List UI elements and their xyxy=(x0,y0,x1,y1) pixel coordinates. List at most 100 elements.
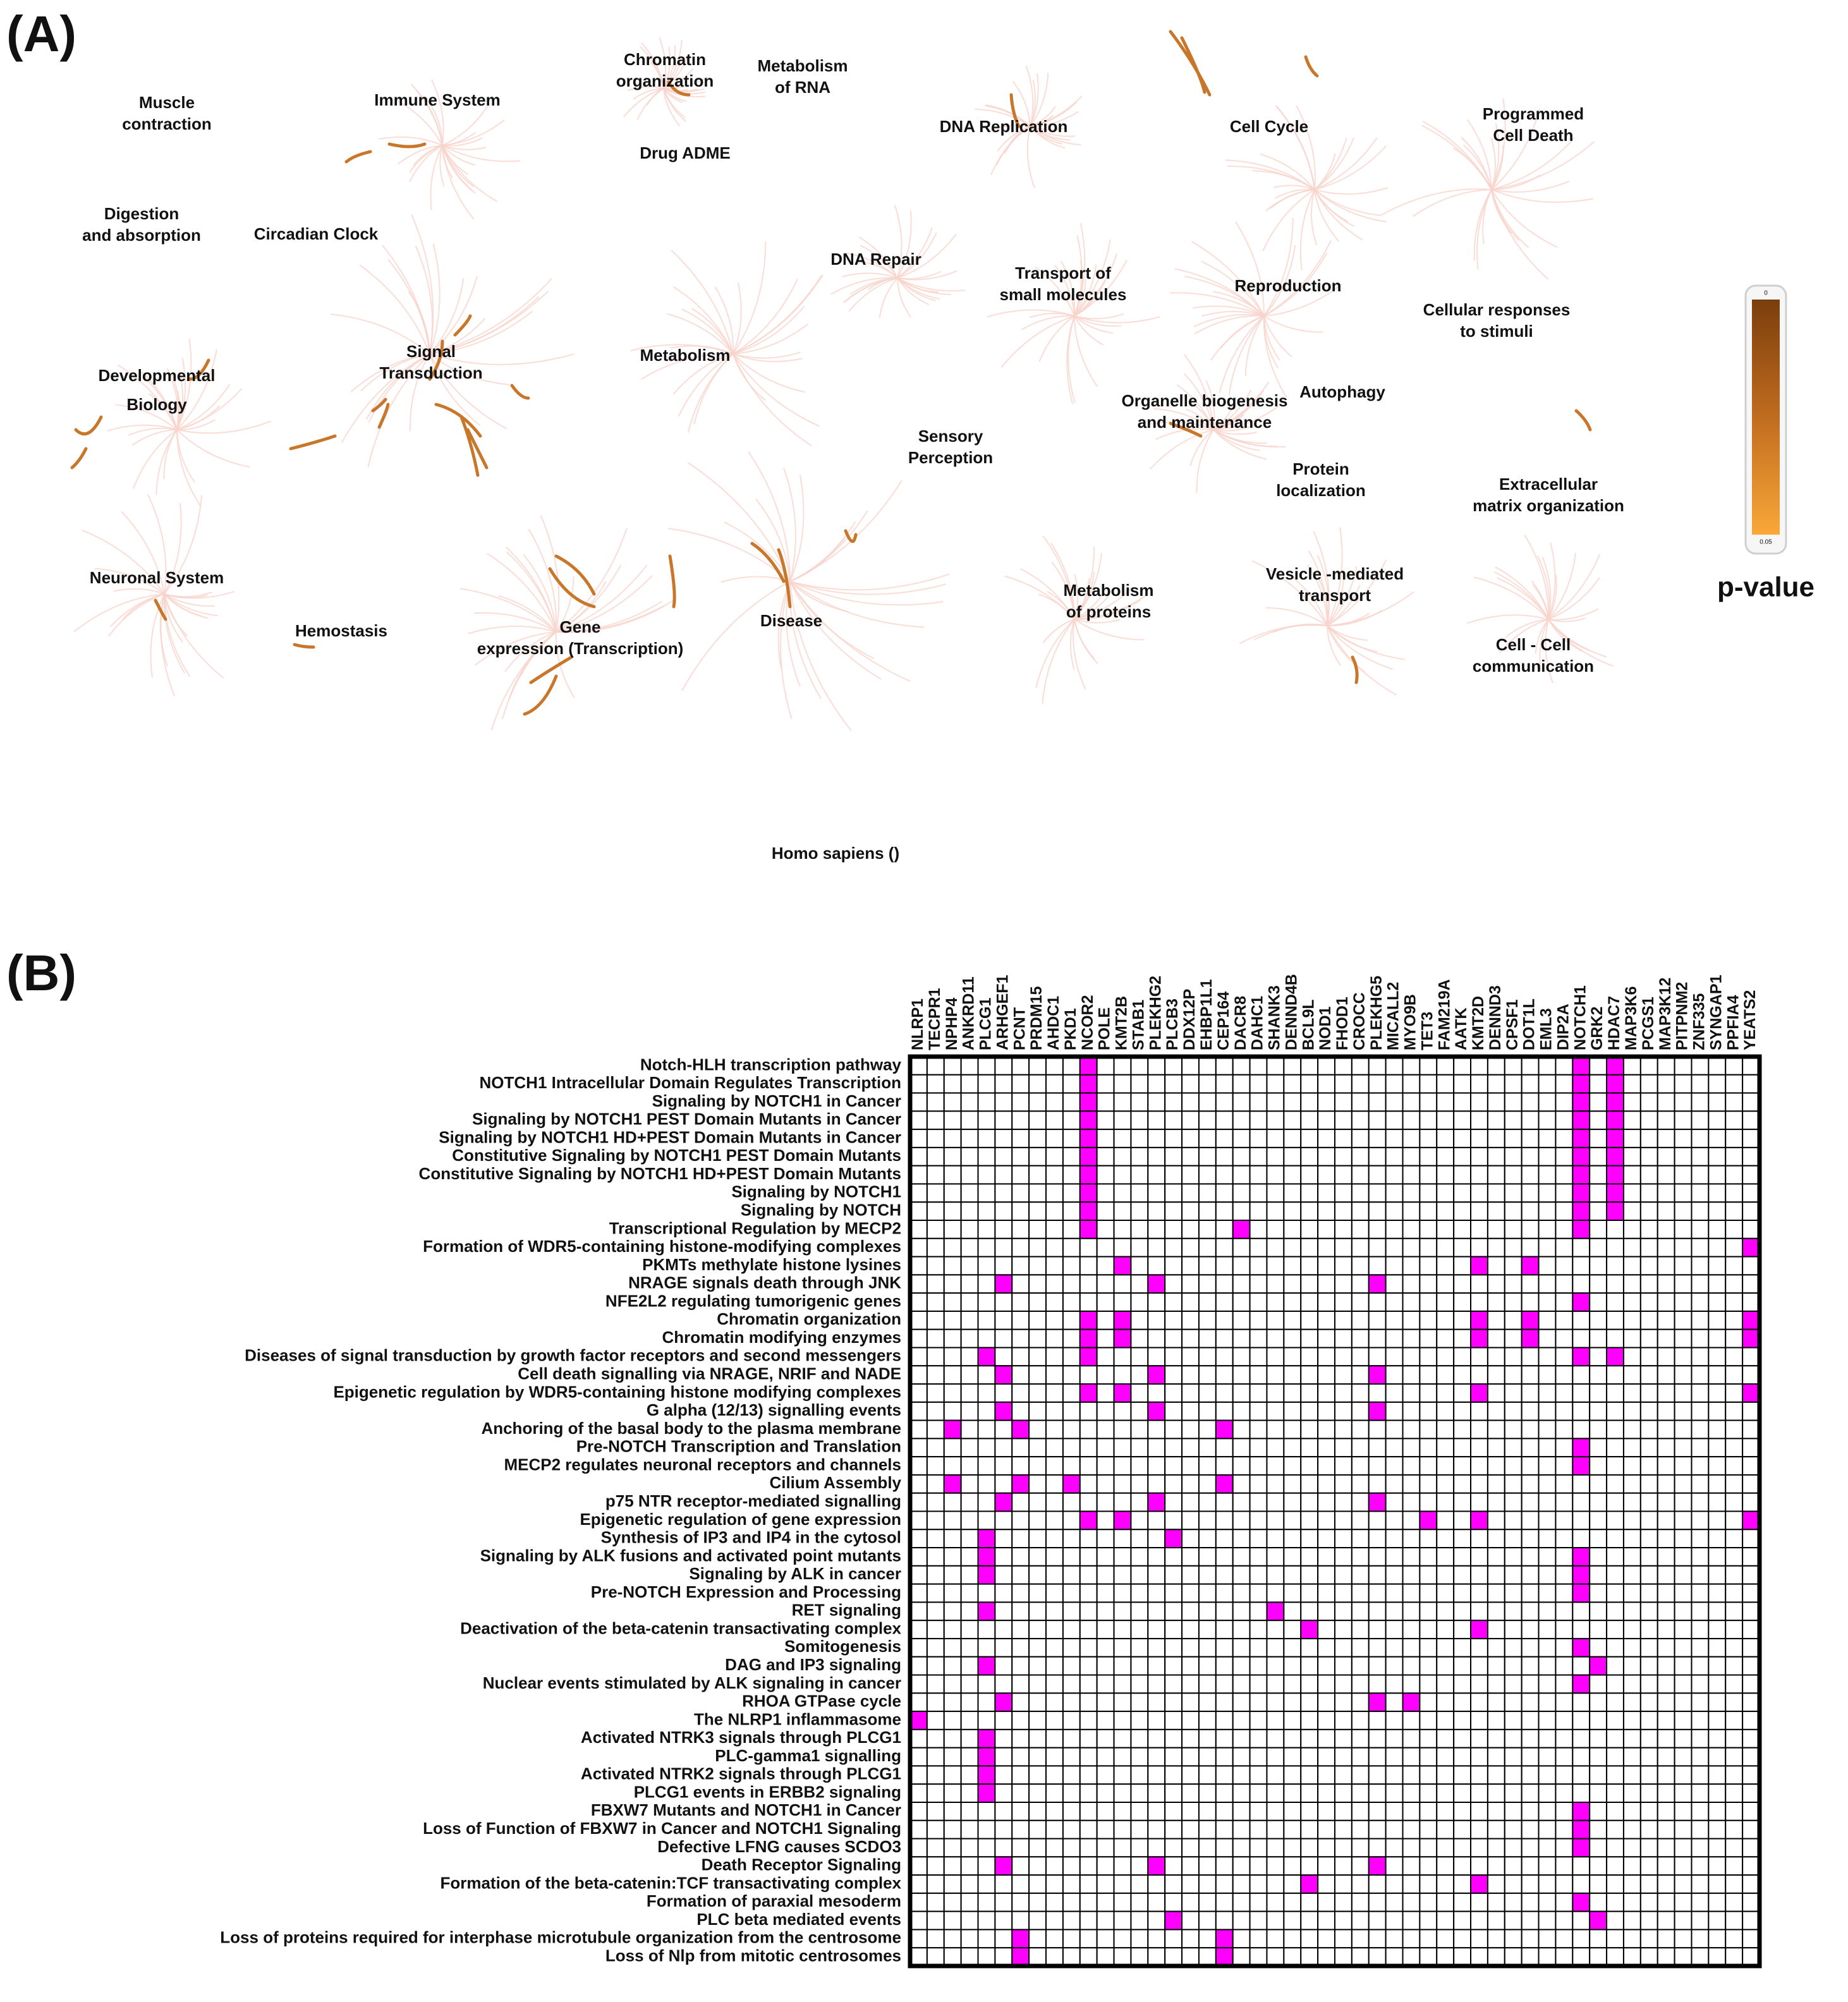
heatmap-cell xyxy=(1691,1728,1710,1749)
fan-branch xyxy=(360,353,430,392)
heatmap-cell xyxy=(1215,1529,1234,1549)
heatmap-cell xyxy=(1538,1838,1557,1858)
heatmap-cell xyxy=(1062,1547,1081,1567)
heatmap-cell xyxy=(943,1328,962,1349)
heatmap-cell xyxy=(1283,1347,1302,1367)
pathway-label: Gene xyxy=(559,617,600,636)
fan-branch xyxy=(128,427,178,436)
fan-branch xyxy=(1074,313,1124,320)
heatmap-cell xyxy=(943,1419,962,1440)
heatmap-cell xyxy=(926,1692,945,1713)
fan-branch xyxy=(1184,354,1214,430)
heatmap-cell xyxy=(1402,1129,1421,1148)
heatmap-cell xyxy=(1028,1947,1047,1967)
heatmap-cell xyxy=(909,1237,928,1258)
heatmap-cell xyxy=(960,1637,979,1658)
heatmap-cell xyxy=(1266,1383,1285,1403)
heatmap-cell xyxy=(1486,1129,1505,1148)
fan-branch xyxy=(1074,315,1121,327)
heatmap-cell xyxy=(1215,1492,1234,1512)
heatmap-cell xyxy=(1079,1110,1098,1131)
fan-branch xyxy=(1490,138,1496,190)
heatmap-cell xyxy=(1589,1146,1608,1167)
heatmap-cell xyxy=(1147,1747,1166,1767)
heatmap-cell xyxy=(1096,1674,1115,1694)
heatmap-cell xyxy=(1402,1929,1421,1949)
heatmap-cell xyxy=(1504,1328,1523,1349)
heatmap-cell xyxy=(1691,1547,1710,1567)
heatmap-cell xyxy=(1317,1565,1336,1585)
heatmap-cell xyxy=(909,1274,928,1294)
heatmap-cell xyxy=(977,1583,996,1603)
heatmap-cell xyxy=(1521,1856,1540,1876)
heatmap-cell xyxy=(1300,1838,1319,1858)
heatmap-cell xyxy=(1486,1237,1505,1258)
heatmap-cell xyxy=(994,1529,1013,1549)
heatmap-cell xyxy=(1504,1438,1523,1458)
heatmap-cell xyxy=(1300,1401,1319,1421)
heatmap-cell xyxy=(1215,1910,1234,1931)
heatmap-cell xyxy=(1249,1328,1268,1349)
heatmap-cell xyxy=(1028,1220,1047,1239)
heatmap-cell xyxy=(1504,1056,1523,1076)
heatmap-cell xyxy=(1113,1492,1132,1512)
heatmap-cell xyxy=(1368,1929,1387,1949)
heatmap-cell xyxy=(1079,1674,1098,1694)
heatmap-cell xyxy=(1130,1547,1149,1567)
heatmap-cell xyxy=(1096,1292,1115,1312)
heatmap-cell xyxy=(1538,1365,1557,1385)
heatmap-cell xyxy=(1385,1492,1404,1512)
heatmap-cell xyxy=(1691,1492,1710,1512)
heatmap-cell xyxy=(1045,1583,1064,1603)
heatmap-cell xyxy=(1436,1547,1455,1567)
heatmap-cell xyxy=(1402,1910,1421,1931)
heatmap-cell xyxy=(1622,1383,1641,1403)
legend-title: p-value xyxy=(1717,572,1815,603)
heatmap-cell xyxy=(1351,1237,1370,1258)
heatmap-cell xyxy=(1657,1747,1675,1767)
heatmap-cell xyxy=(1283,1274,1302,1294)
heatmap-cell xyxy=(1113,1456,1132,1476)
heatmap-cell xyxy=(1622,1947,1641,1967)
heatmap-cell xyxy=(1147,1910,1166,1931)
heatmap-cell xyxy=(994,1728,1013,1749)
heatmap-cell xyxy=(1028,1165,1047,1185)
heatmap-cell xyxy=(1639,1547,1658,1567)
heatmap-cell xyxy=(1622,1583,1641,1603)
heatmap-cell xyxy=(909,1310,928,1330)
heatmap-cell xyxy=(977,1129,996,1148)
heatmap-cell xyxy=(1198,1783,1217,1803)
heatmap-cell xyxy=(977,1237,996,1258)
fan-branch xyxy=(681,581,791,691)
heatmap-cell xyxy=(1181,1529,1200,1549)
heatmap-cell xyxy=(1249,1456,1268,1476)
heatmap-cell xyxy=(1130,1165,1149,1185)
heatmap-cell xyxy=(1079,1529,1098,1549)
heatmap-cell xyxy=(1589,1529,1608,1549)
heatmap-cell xyxy=(1674,1220,1693,1239)
heatmap-cell xyxy=(1708,1256,1727,1276)
fan-branch xyxy=(395,99,443,146)
fan-branch xyxy=(1314,137,1378,190)
heatmap-cell xyxy=(1674,1383,1693,1403)
heatmap-cell xyxy=(1572,1728,1591,1749)
heatmap-cell xyxy=(1657,1110,1675,1131)
fan-branch xyxy=(1074,619,1095,660)
column-label: EML3 xyxy=(1538,1008,1555,1050)
pathway-label: Cellular responses xyxy=(1423,300,1571,319)
heatmap-cell xyxy=(1538,1765,1557,1785)
heatmap-cell xyxy=(1708,1728,1727,1749)
heatmap-cell xyxy=(1062,1201,1081,1222)
heatmap-cell xyxy=(1691,1438,1710,1458)
fan-branch xyxy=(1491,137,1576,190)
heatmap-cell xyxy=(1453,1856,1472,1876)
heatmap-cell xyxy=(1742,1765,1761,1785)
heatmap-cell xyxy=(1385,1274,1404,1294)
heatmap-cell xyxy=(1096,1237,1115,1258)
heatmap-cell xyxy=(1232,1656,1251,1676)
fan-branch xyxy=(1263,315,1323,333)
heatmap-cell xyxy=(1249,1056,1268,1076)
heatmap-cell xyxy=(1283,1383,1302,1403)
heatmap-cell xyxy=(1113,1692,1132,1713)
heatmap-cell xyxy=(1147,1129,1166,1148)
